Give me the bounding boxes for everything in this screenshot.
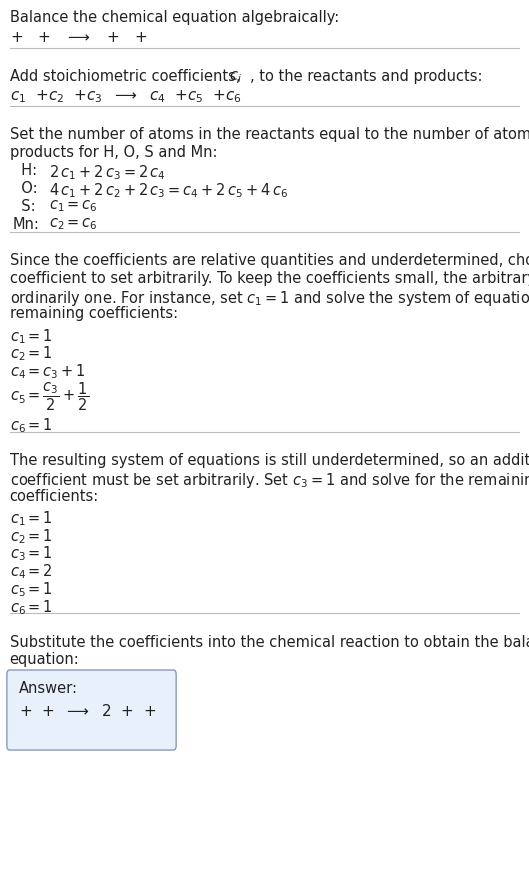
Text: $c_2 = 1$: $c_2 = 1$ [10,344,52,363]
Text: $c_2 = 1$: $c_2 = 1$ [10,527,52,545]
Text: $c_4 = 2$: $c_4 = 2$ [10,562,52,580]
Text: Since the coefficients are relative quantities and underdetermined, choose a: Since the coefficients are relative quan… [10,253,529,268]
Text: , to the reactants and products:: , to the reactants and products: [250,69,483,84]
Text: $c_6 = 1$: $c_6 = 1$ [10,598,52,616]
Text: $c_1$  $+ c_2$  $+ c_3$  $\longrightarrow$  $c_4$  $+ c_5$  $+ c_6$: $c_1$ $+ c_2$ $+ c_3$ $\longrightarrow$ … [10,89,241,105]
Text: The resulting system of equations is still underdetermined, so an additional: The resulting system of equations is sti… [10,453,529,468]
Text: remaining coefficients:: remaining coefficients: [10,306,178,322]
Text: $c_1 = 1$: $c_1 = 1$ [10,327,52,345]
Text: coefficient must be set arbitrarily. Set $c_3 = 1$ and solve for the remaining: coefficient must be set arbitrarily. Set… [10,470,529,489]
Text: coefficient to set arbitrarily. To keep the coefficients small, the arbitrary va: coefficient to set arbitrarily. To keep … [10,270,529,286]
Text: $4\,c_1 + 2\,c_2 + 2\,c_3 = c_4 + 2\,c_5 + 4\,c_6$: $4\,c_1 + 2\,c_2 + 2\,c_3 = c_4 + 2\,c_5… [49,181,288,199]
Text: Add stoichiometric coefficients,: Add stoichiometric coefficients, [10,69,244,84]
Text: $c_4 = c_3 + 1$: $c_4 = c_3 + 1$ [10,362,85,381]
Text: Answer:: Answer: [19,680,78,695]
Text: O:: O: [12,181,38,196]
Text: $c_6 = 1$: $c_6 = 1$ [10,416,52,434]
Text: $c_5 = \dfrac{c_3}{2} + \dfrac{1}{2}$: $c_5 = \dfrac{c_3}{2} + \dfrac{1}{2}$ [10,380,88,413]
Text: Balance the chemical equation algebraically:: Balance the chemical equation algebraica… [10,10,339,25]
Text: equation:: equation: [10,652,79,667]
Text: $c_5 = 1$: $c_5 = 1$ [10,580,52,599]
Text: Mn:: Mn: [12,216,39,231]
Text: $c_1 = 1$: $c_1 = 1$ [10,508,52,527]
Text: Set the number of atoms in the reactants equal to the number of atoms in the: Set the number of atoms in the reactants… [10,128,529,143]
Text: $c_2 = c_6$: $c_2 = c_6$ [49,216,98,232]
Text: S:: S: [12,198,36,214]
Text: $\mathrm{+}$  $\mathrm{+}$  $\longrightarrow$  2  $\mathrm{+}$  $\mathrm{+}$: $\mathrm{+}$ $\mathrm{+}$ $\longrightarr… [19,702,157,718]
Text: $c_i$: $c_i$ [229,69,242,84]
Text: products for H, O, S and Mn:: products for H, O, S and Mn: [10,145,217,160]
Text: $2\,c_1 + 2\,c_3 = 2\,c_4$: $2\,c_1 + 2\,c_3 = 2\,c_4$ [49,163,166,182]
Text: coefficients:: coefficients: [10,488,99,503]
Text: $c_1 = c_6$: $c_1 = c_6$ [49,198,98,214]
Text: $\mathrm{+}$   $\mathrm{+}$   $\longrightarrow$   $\mathrm{+}$   $\mathrm{+}$: $\mathrm{+}$ $\mathrm{+}$ $\longrightarr… [10,30,147,45]
Text: Substitute the coefficients into the chemical reaction to obtain the balanced: Substitute the coefficients into the che… [10,634,529,649]
Text: $c_3 = 1$: $c_3 = 1$ [10,544,52,563]
Text: H:: H: [12,163,37,178]
Text: ordinarily one. For instance, set $c_1 = 1$ and solve the system of equations fo: ordinarily one. For instance, set $c_1 =… [10,289,529,308]
